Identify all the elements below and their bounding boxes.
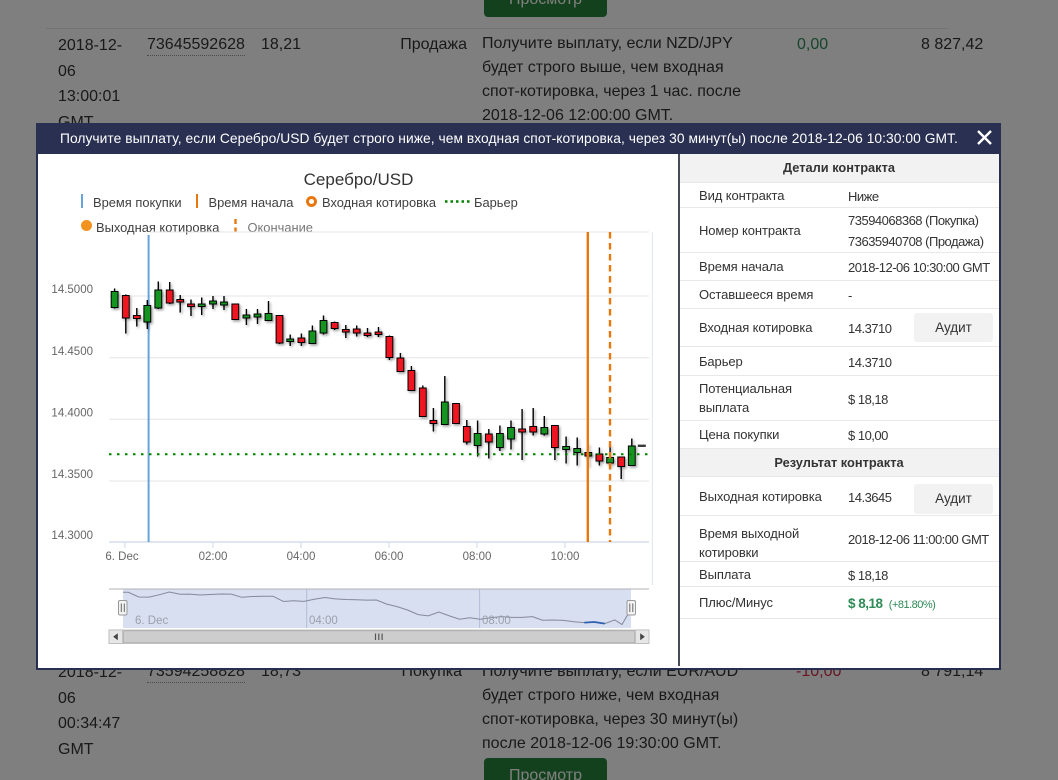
svg-text:14.4500: 14.4500 (51, 346, 93, 358)
svg-text:04:00: 04:00 (287, 551, 316, 563)
svg-text:14.5000: 14.5000 (51, 284, 93, 296)
svg-text:08:00: 08:00 (482, 615, 511, 627)
svg-text:04:00: 04:00 (309, 615, 338, 627)
svg-text:14.3500: 14.3500 (51, 469, 93, 481)
svg-text:08:00: 08:00 (463, 551, 492, 563)
svg-text:14.3000: 14.3000 (51, 530, 93, 542)
svg-text:6. Dec: 6. Dec (135, 615, 168, 627)
svg-text:02:00: 02:00 (199, 551, 228, 563)
svg-text:14.4000: 14.4000 (51, 408, 93, 420)
svg-text:06:00: 06:00 (375, 551, 404, 563)
svg-text:6. Dec: 6. Dec (105, 551, 138, 563)
svg-text:10:00: 10:00 (551, 551, 580, 563)
